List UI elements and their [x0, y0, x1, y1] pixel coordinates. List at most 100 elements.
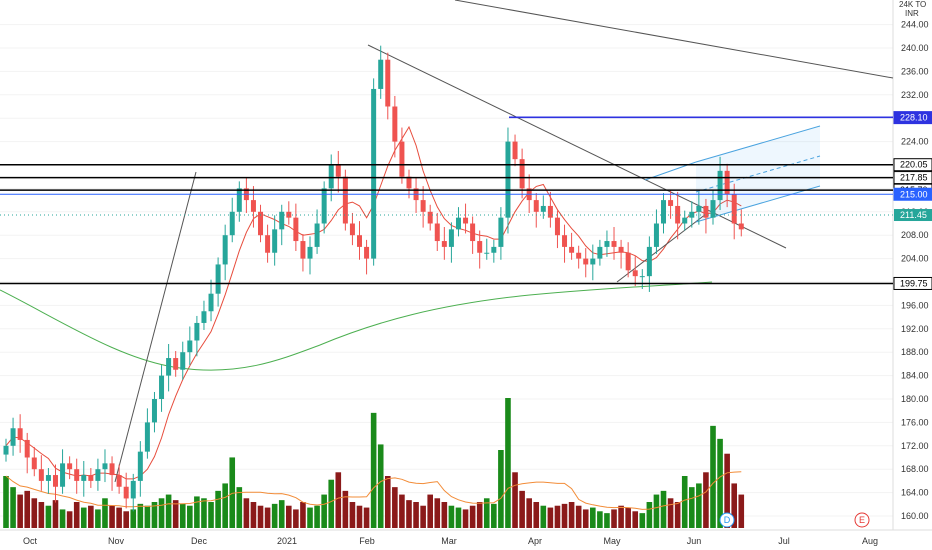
candle-body: [505, 141, 511, 218]
price-level-tag[interactable]: [893, 187, 932, 201]
candle-body: [512, 141, 518, 160]
volume-bar: [540, 505, 547, 528]
time-axis[interactable]: Oct Nov Dec 2021 Feb Mar Apr May Jun Jul Aug: [0, 529, 932, 546]
candle-body: [562, 235, 568, 247]
time-tick-label: Jul: [778, 536, 790, 546]
price-level-label: 215.00: [900, 189, 928, 199]
candle-body: [24, 439, 30, 458]
candle-body: [328, 165, 334, 189]
trendline-resistance[interactable]: [367, 44, 787, 249]
trendline-rally[interactable]: [114, 171, 197, 483]
volume-bar: [179, 503, 186, 528]
candle-body: [17, 428, 23, 440]
volume-bar: [519, 490, 525, 528]
price-tick-label: 168.00: [901, 464, 929, 474]
time-tick-label: 2021: [277, 536, 297, 546]
candle-body: [307, 246, 313, 259]
event-marker-label: D: [724, 515, 731, 525]
candle-body: [646, 246, 652, 277]
candle-body: [314, 223, 320, 247]
price-level-tag[interactable]: [893, 276, 932, 290]
candle-body: [38, 469, 44, 481]
volume-bar: [342, 490, 349, 528]
price-tick-label: 244.00: [901, 20, 929, 30]
price-level-tag[interactable]: [893, 158, 932, 172]
candle-body: [731, 194, 737, 224]
channel-upper[interactable]: [695, 125, 821, 163]
price-tick-label: 224.00: [901, 137, 929, 147]
volume-bar: [335, 472, 342, 528]
price-level-tag[interactable]: [893, 171, 932, 185]
candle-body: [420, 200, 426, 212]
volume-bar: [201, 498, 207, 528]
candle-body: [116, 475, 122, 487]
candle-body: [378, 59, 384, 89]
price-tick-label: 176.00: [901, 417, 929, 427]
event-marker-circle[interactable]: [719, 512, 735, 528]
candle-body: [371, 88, 377, 259]
price-level-tag[interactable]: [893, 111, 932, 125]
volume-bar: [257, 505, 264, 528]
last-price-tag[interactable]: [894, 209, 932, 222]
candle-body: [187, 340, 193, 353]
volume-bar: [144, 505, 151, 528]
candle-body: [60, 463, 66, 487]
volume-bar: [222, 483, 228, 528]
candle-body: [583, 258, 589, 265]
candle-body: [236, 188, 242, 212]
candle-body: [463, 217, 469, 224]
volume-bar: [10, 487, 16, 528]
ma-slow-line: [0, 281, 713, 371]
trendline-support[interactable]: [616, 213, 707, 283]
event-marker-circle[interactable]: [854, 512, 870, 528]
volume-bar: [469, 505, 476, 528]
volume-bar: [653, 494, 660, 528]
candle-body: [81, 475, 87, 481]
candle-body: [272, 229, 278, 253]
trendline-long[interactable]: [454, 0, 894, 79]
last-price-label: 211.45: [900, 210, 927, 220]
candle-body: [710, 200, 716, 218]
volume-bar: [377, 444, 384, 528]
candle-body: [597, 246, 603, 259]
candle-body: [52, 475, 58, 487]
volume-bar: [278, 500, 285, 528]
volume-bar: [321, 494, 327, 528]
candle-body: [724, 170, 730, 195]
candle-body: [10, 428, 16, 446]
candle-body: [738, 223, 744, 230]
candle-body: [632, 270, 638, 277]
price-tick-label: 188.00: [901, 347, 929, 357]
channel-lower[interactable]: [695, 185, 821, 223]
candle-body: [519, 159, 525, 189]
candle-body: [576, 252, 582, 259]
candle-body: [130, 480, 136, 499]
price-tick-label: 184.00: [901, 371, 929, 381]
volume-bar: [349, 502, 356, 528]
candle-body: [321, 188, 327, 224]
volume-bar: [710, 425, 716, 528]
candle-body: [137, 451, 143, 481]
volume-bar: [151, 502, 158, 528]
candle-body: [364, 246, 370, 259]
candle-body: [151, 399, 157, 423]
candle-body: [88, 475, 94, 481]
candle-body: [625, 252, 631, 271]
volume-bar: [17, 494, 23, 528]
volume-bar: [597, 511, 603, 528]
volume-bar: [646, 502, 653, 528]
price-levels[interactable]: 228.10220.05217.85215.70215.00199.75211.…: [0, 111, 932, 290]
price-level-label: 217.85: [900, 173, 928, 183]
candle-body: [300, 241, 306, 259]
channel-mid[interactable]: [695, 155, 821, 193]
volume-bar: [307, 507, 313, 528]
candle-body: [611, 241, 617, 247]
candle-body: [335, 165, 341, 177]
volume-bar: [724, 453, 730, 528]
candle-body: [696, 205, 702, 212]
volume-bar: [618, 505, 624, 528]
price-tick-label: 164.00: [901, 488, 929, 498]
candle-body: [159, 375, 165, 399]
